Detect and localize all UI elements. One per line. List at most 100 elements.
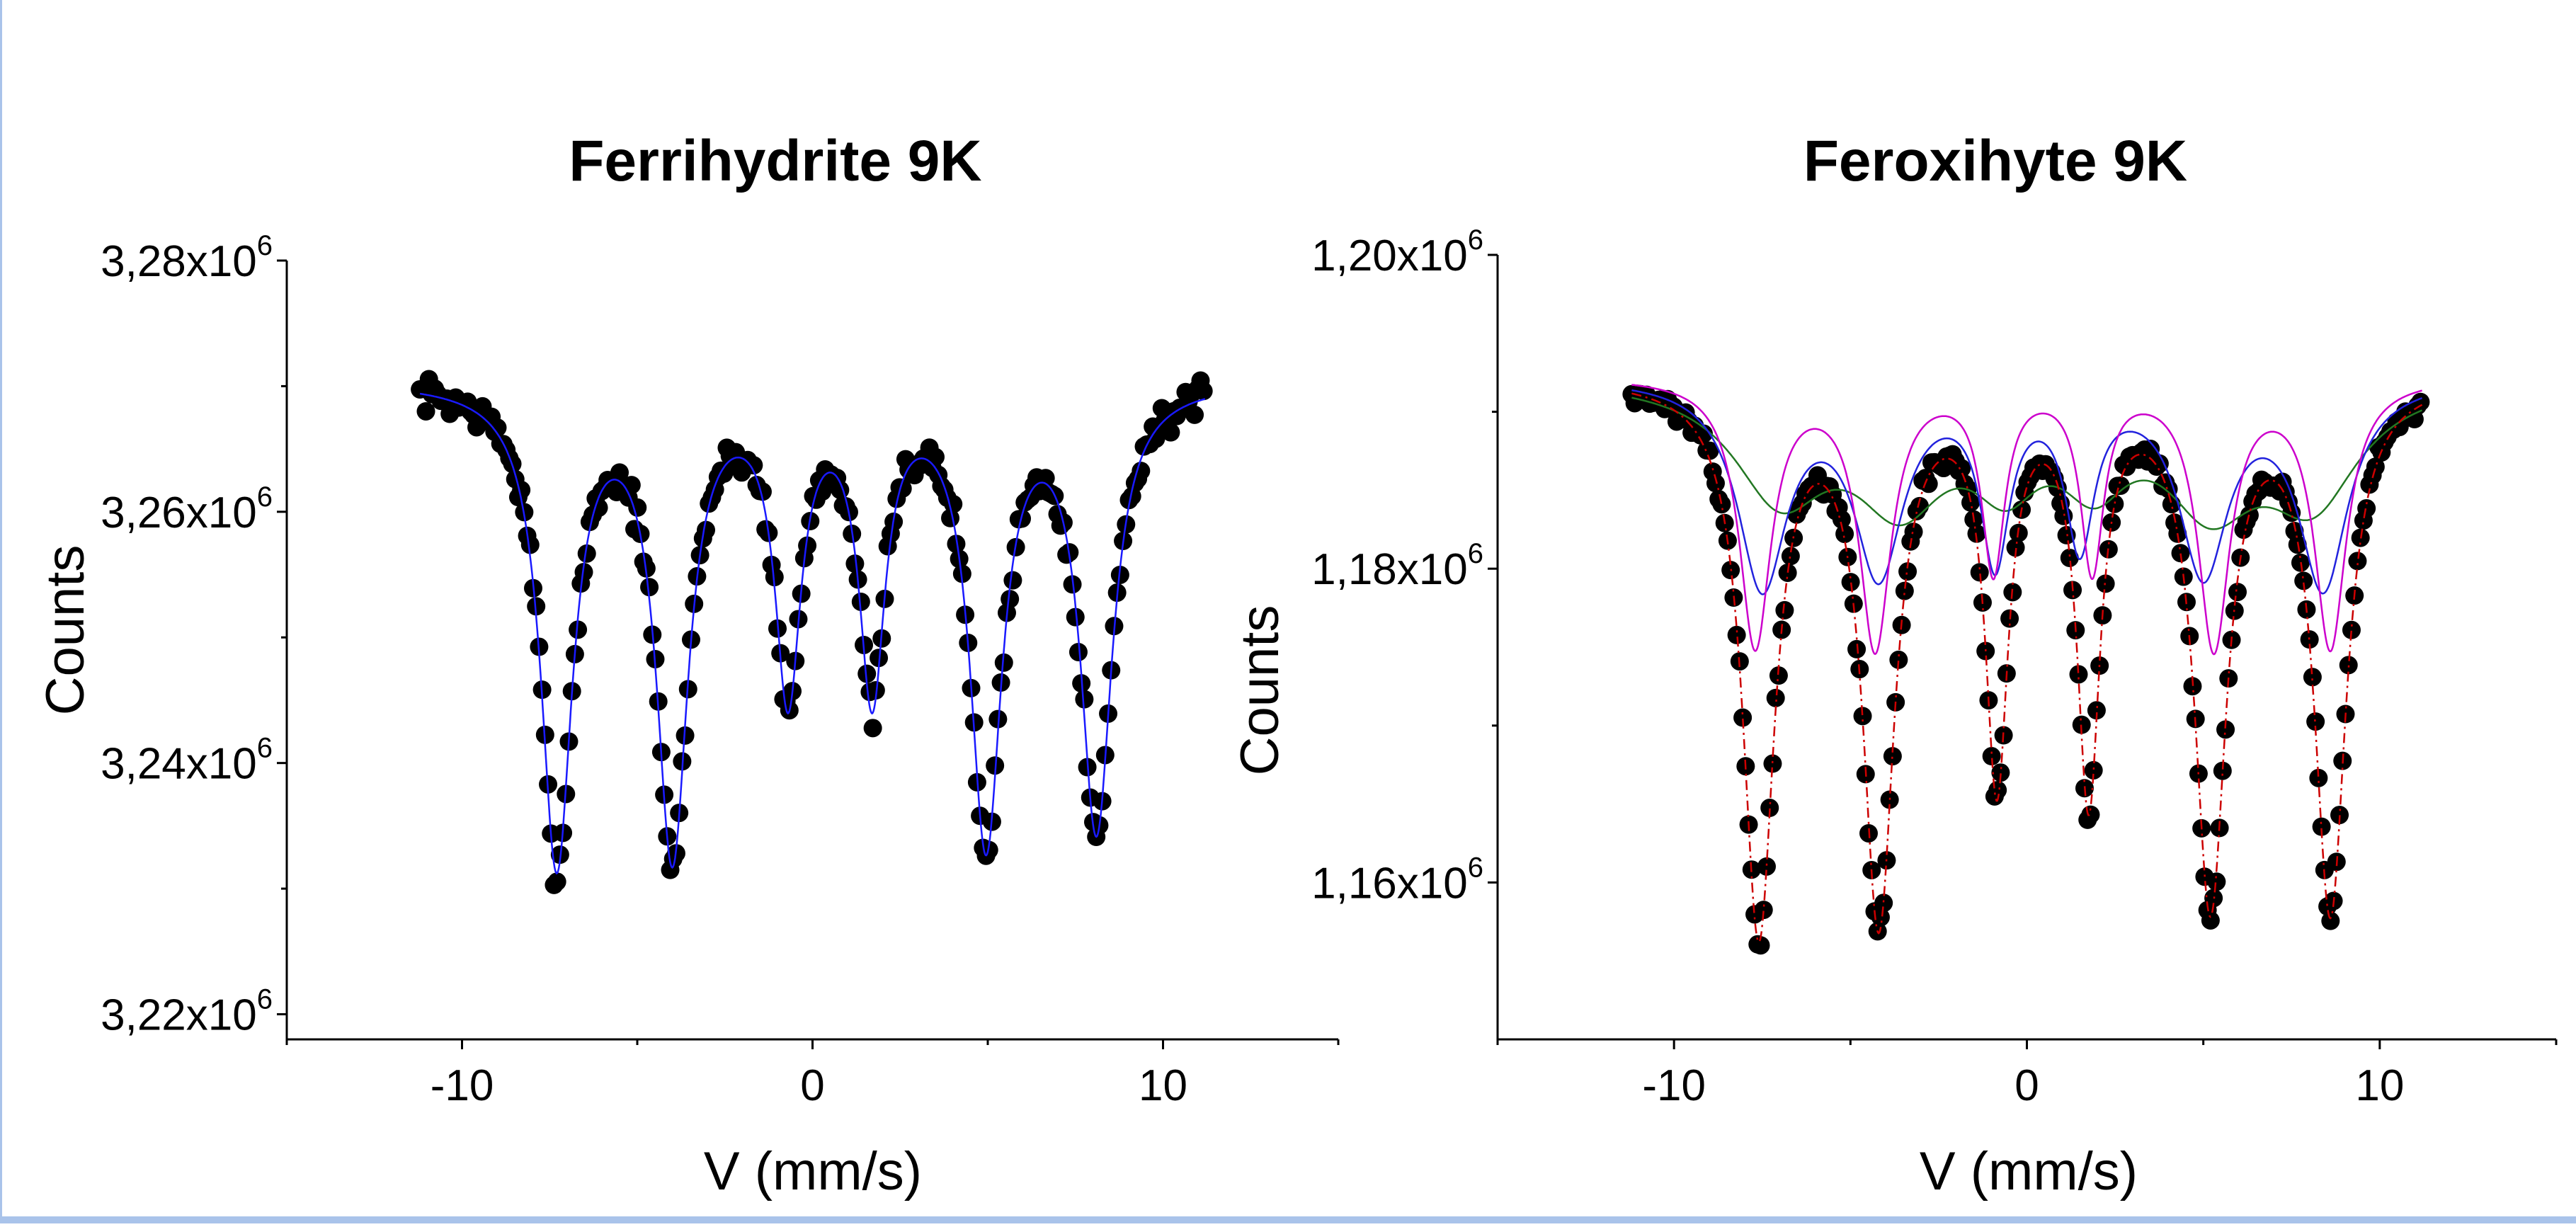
window-bottom-border <box>0 1216 2576 1223</box>
data-point <box>1733 708 1753 727</box>
data-point <box>1970 563 1989 582</box>
data-point <box>520 535 540 554</box>
total-fit-curve <box>1631 392 2423 944</box>
x-tick-label: 10 <box>1139 1061 1187 1110</box>
data-point <box>1075 690 1094 709</box>
data-point <box>944 494 963 513</box>
data-point <box>1727 625 1746 644</box>
data-point <box>2348 552 2367 571</box>
data-point <box>2330 806 2349 825</box>
data-point <box>569 620 588 639</box>
window-left-border <box>0 0 2 1223</box>
y-axis-label: Counts <box>1230 605 1290 776</box>
data-point <box>1161 423 1180 442</box>
data-point <box>1919 474 1938 493</box>
feroxihyte-chart: Feroxihyte 9K 1,16x106 1,18x106 1,20x106 -10… <box>1230 129 2558 1202</box>
data-point <box>2081 805 2100 824</box>
data-point <box>2366 457 2385 476</box>
data-point <box>753 482 772 501</box>
x-tick-label: -10 <box>1642 1061 1706 1110</box>
data-point <box>2294 571 2313 590</box>
data-point <box>2216 720 2235 739</box>
data-point <box>1001 590 1020 609</box>
x-tick-label: 10 <box>2355 1061 2404 1110</box>
data-point <box>2207 872 2226 891</box>
data-point <box>893 479 912 498</box>
data-point <box>1874 894 1893 913</box>
x-tick-label: 0 <box>2014 1061 2039 1110</box>
data-point <box>863 719 882 738</box>
data-point <box>1778 563 1797 582</box>
data-point <box>2060 548 2079 567</box>
data-point <box>1712 495 1731 514</box>
y-tick-label: 3,26x106 <box>101 481 273 537</box>
data-point <box>798 536 817 555</box>
data-point <box>1757 857 1776 876</box>
data-point <box>2213 761 2232 780</box>
data-points <box>1622 384 2430 955</box>
data-point <box>1766 688 1785 707</box>
component-fit-curve <box>1631 384 2422 656</box>
data-point <box>1068 642 1088 661</box>
data-point <box>994 653 1013 672</box>
y-tick-label: 1,16x106 <box>1311 852 1483 908</box>
data-point <box>1895 581 1914 600</box>
data-point <box>2339 656 2358 675</box>
x-axis-label: V (mm/s) <box>1920 1141 2138 1202</box>
chart-title: Feroxihyte 9K <box>1803 129 2187 193</box>
data-point <box>1961 493 1981 512</box>
y-tick-label: 1,18x106 <box>1311 538 1483 594</box>
chart-title: Ferrihydrite 9K <box>569 129 981 193</box>
data-point <box>1871 908 1890 927</box>
data-point <box>512 481 531 500</box>
data-point <box>1751 936 1770 955</box>
component-fit-curve <box>1631 389 2422 595</box>
data-point <box>851 592 870 611</box>
data-point <box>1958 479 1977 498</box>
data-point <box>1194 382 1213 401</box>
data-point <box>765 568 784 587</box>
data-point <box>2084 760 2103 780</box>
data-point <box>2228 583 2247 602</box>
data-point <box>1003 571 1022 590</box>
data-point <box>2411 392 2430 411</box>
data-point <box>1853 707 1872 726</box>
data-point <box>952 564 971 583</box>
y-tick-label: 3,28x106 <box>101 230 273 286</box>
data-point <box>1760 799 1779 818</box>
data-point <box>744 456 763 475</box>
data-point <box>947 535 966 554</box>
data-point <box>857 664 877 683</box>
data-point <box>589 498 608 518</box>
data-point <box>1952 459 1971 478</box>
data-point <box>547 872 566 891</box>
data-point <box>577 544 596 563</box>
data-point <box>1883 747 1902 766</box>
data-point <box>2105 494 2124 513</box>
data-point <box>622 476 641 495</box>
total-fit-curve <box>419 392 1206 875</box>
x-tick-label: -10 <box>431 1061 494 1110</box>
data-point <box>1700 441 1719 460</box>
data-point <box>1763 754 1782 773</box>
data-point <box>488 418 507 438</box>
ferrihydrite-chart: Ferrihydrite 9K 3,22x106 3,24x106 3,26x106 3… <box>35 129 1340 1202</box>
data-point <box>941 508 960 527</box>
data-point <box>1841 573 1860 592</box>
data-point <box>1904 523 1923 542</box>
data-point <box>1889 650 1908 669</box>
data-point <box>1185 405 1204 424</box>
data-point <box>1988 780 2007 799</box>
data-point <box>2306 712 2325 731</box>
data-point <box>2159 479 2178 498</box>
data-point <box>2171 544 2190 563</box>
y-tick-label: 1,20x106 <box>1311 224 1483 280</box>
x-tick-label: 0 <box>800 1061 824 1110</box>
data-point <box>2111 476 2130 495</box>
data-point <box>1781 547 1800 566</box>
data-point <box>1066 607 1085 627</box>
data-point <box>1775 600 1794 620</box>
data-point <box>2342 620 2361 639</box>
data-point <box>2201 911 2220 930</box>
